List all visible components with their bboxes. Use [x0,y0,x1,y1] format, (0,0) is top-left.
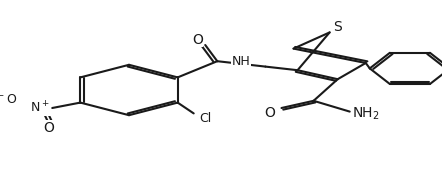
Text: NH$_2$: NH$_2$ [352,105,380,122]
Text: O: O [43,121,53,135]
Text: NH: NH [232,55,251,68]
Text: O: O [192,33,202,47]
Text: Cl: Cl [200,112,212,125]
Text: $^-$O: $^-$O [0,93,17,105]
Text: O: O [264,106,275,120]
Text: S: S [333,20,342,34]
Text: N$^+$: N$^+$ [30,100,50,116]
